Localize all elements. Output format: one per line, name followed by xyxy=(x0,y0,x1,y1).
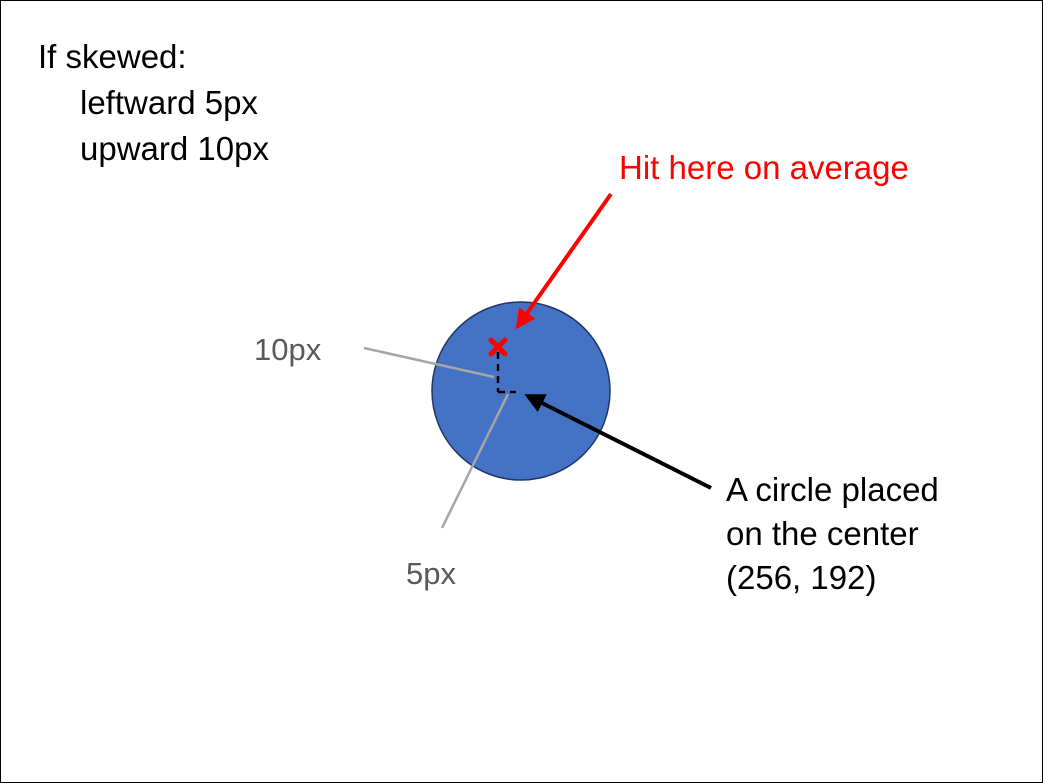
leader-line-5px xyxy=(440,393,510,529)
skew-note-title: If skewed: xyxy=(38,38,187,75)
target-circle xyxy=(431,301,611,481)
dimension-label-horizontal: 5px xyxy=(406,556,456,591)
skew-note-upward: upward 10px xyxy=(80,130,269,167)
skew-note: If skewed: leftward 5px upward 10px xyxy=(38,34,269,172)
circle-label: A circle placed on the center (256, 192) xyxy=(726,468,939,600)
hit-label: Hit here on average xyxy=(619,149,909,186)
hit-marker-icon xyxy=(488,337,508,357)
circle-label-coordinates: (256, 192) xyxy=(726,559,877,596)
skew-note-leftward: leftward 5px xyxy=(80,84,258,121)
circle-label-line2: on the center xyxy=(726,515,919,552)
dimension-label-vertical: 10px xyxy=(254,332,322,367)
center-arrow xyxy=(524,394,712,490)
leader-line-10px xyxy=(363,346,495,379)
hit-arrow xyxy=(515,192,613,330)
circle-label-line1: A circle placed xyxy=(726,471,939,508)
